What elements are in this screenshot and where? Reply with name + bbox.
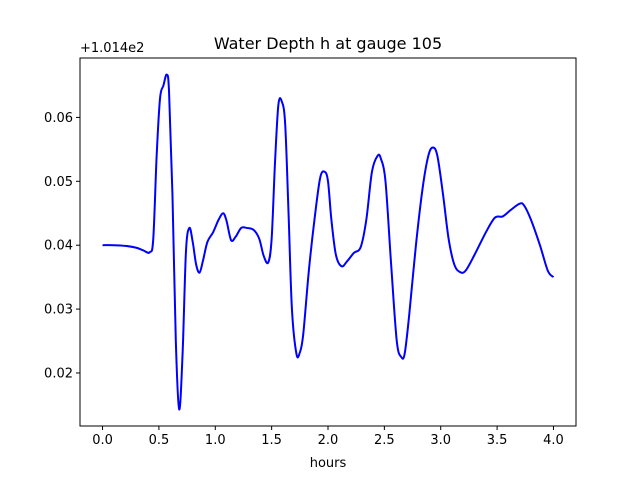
- plot-layer: [102, 73, 555, 411]
- x-tick-label: 2.5: [374, 433, 395, 448]
- x-tick-label: 0.0: [92, 433, 113, 448]
- y-tick-label: 0.06: [44, 111, 73, 126]
- x-tick-label: 1.5: [261, 433, 282, 448]
- x-tick-label: 0.5: [149, 433, 170, 448]
- series-line-0: [102, 73, 555, 411]
- x-axis-label: hours: [310, 456, 347, 471]
- y-tick-label: 0.05: [44, 175, 73, 190]
- y-tick-label: 0.03: [44, 303, 73, 318]
- y-tick-label: 0.04: [44, 239, 73, 254]
- x-tick-label: 4.0: [543, 433, 564, 448]
- x-tick-label: 2.0: [318, 433, 339, 448]
- y-axis-offset-label: +1.014e2: [80, 41, 144, 56]
- x-tick-label: 3.5: [487, 433, 508, 448]
- y-axis: 0.02 0.03 0.04 0.05 0.06: [44, 111, 80, 381]
- x-tick-label: 3.0: [430, 433, 451, 448]
- chart-title: Water Depth h at gauge 105: [214, 34, 442, 53]
- y-tick-label: 0.02: [44, 366, 73, 381]
- x-axis: 0.0 0.5 1.0 1.5 2.0 2.5 3.0 3.5 4.0: [92, 426, 564, 448]
- x-tick-label: 1.0: [205, 433, 226, 448]
